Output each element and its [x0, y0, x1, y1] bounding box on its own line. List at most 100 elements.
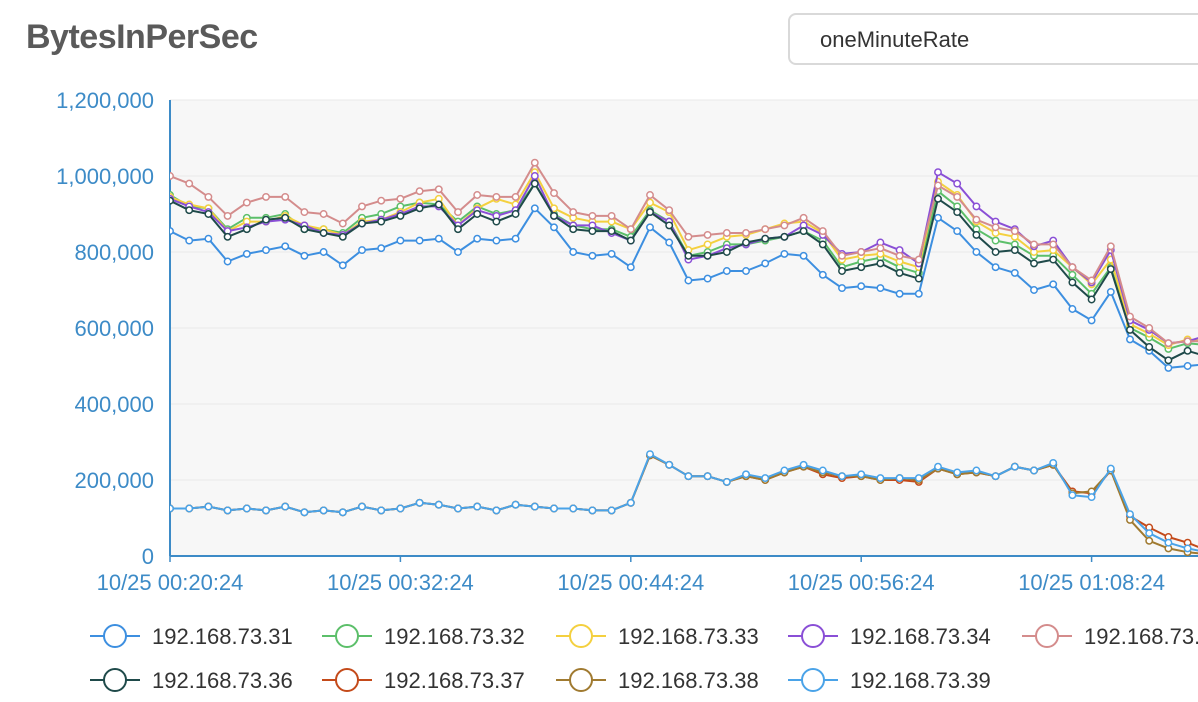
data-point: [761, 474, 770, 483]
data-point: [742, 267, 750, 275]
data-point: [550, 223, 558, 232]
data-point: [550, 189, 558, 198]
data-point: [1126, 335, 1134, 344]
data-point: [818, 240, 827, 249]
x-tick-label: 10/25 00:56:24: [788, 570, 935, 595]
data-point: [473, 502, 482, 511]
data-point: [1145, 529, 1154, 538]
x-tick-label: 10/25 01:08:24: [1018, 570, 1165, 595]
data-point: [857, 470, 866, 479]
data-point: [742, 470, 750, 479]
data-point: [1106, 265, 1115, 274]
legend-item[interactable]: 192.168.73.34: [788, 624, 991, 649]
data-point: [703, 472, 712, 481]
data-point: [473, 234, 482, 243]
data-point: [377, 506, 386, 515]
legend-item[interactable]: 192.168.73.32: [322, 624, 525, 649]
y-tick-label: 0: [142, 544, 154, 569]
data-point: [934, 194, 942, 203]
metric-select[interactable]: oneMinuteRate: [788, 13, 1198, 65]
data-point: [300, 508, 309, 517]
panel-title: BytesInPerSec: [26, 18, 258, 56]
series-192-168-73-36: [170, 179, 1198, 365]
legend-item[interactable]: 192.168.73.36: [90, 668, 293, 693]
data-point: [991, 236, 1000, 245]
data-point: [876, 474, 885, 483]
legend-item[interactable]: 192.168.73.31: [90, 624, 293, 649]
data-point: [684, 276, 693, 285]
data-point: [914, 274, 923, 283]
data-point: [895, 268, 904, 277]
data-point: [761, 234, 770, 243]
data-point: [761, 259, 770, 268]
data-point: [646, 223, 654, 232]
data-point: [780, 249, 789, 258]
data-point: [1183, 346, 1192, 355]
legend-label: 192.168.73.36: [152, 668, 293, 693]
data-point: [185, 179, 194, 188]
data-point: [358, 219, 366, 228]
data-point: [223, 257, 232, 266]
data-point: [223, 211, 232, 220]
x-tick-label: 10/25 00:20:24: [97, 570, 244, 595]
data-point: [434, 200, 443, 209]
legend-label: 192.168.73.33: [618, 624, 759, 649]
data-point: [377, 244, 386, 253]
legend-item[interactable]: 192.168.73.37: [322, 668, 525, 693]
data-point: [530, 158, 539, 167]
data-point: [569, 248, 578, 256]
data-point: [377, 196, 386, 205]
data-point: [838, 472, 846, 481]
data-point: [170, 172, 174, 180]
data-point: [1068, 491, 1077, 500]
data-point: [396, 211, 405, 220]
data-point: [761, 225, 770, 234]
data-point: [1010, 246, 1019, 255]
data-point: [722, 248, 731, 256]
data-point: [262, 506, 270, 515]
y-tick-label: 1,200,000: [56, 88, 154, 113]
data-point: [377, 217, 386, 226]
data-point: [799, 213, 808, 222]
data-point: [1030, 466, 1038, 475]
data-point: [703, 251, 712, 260]
legend-label: 192.168.73.38: [618, 668, 759, 693]
data-point: [914, 289, 923, 298]
data-point: [511, 210, 520, 218]
legend-item[interactable]: 192.168.73.39: [788, 668, 991, 693]
data-point: [492, 236, 501, 245]
data-point: [1126, 312, 1134, 321]
data-point: [338, 261, 347, 270]
data-point: [934, 213, 942, 222]
data-point: [530, 502, 539, 511]
data-point: [1049, 255, 1058, 264]
data-point: [530, 172, 539, 180]
x-tick-label: 10/25 00:32:24: [327, 570, 474, 595]
legend-item[interactable]: 192.168.73.35: [1022, 624, 1198, 649]
data-point: [170, 504, 174, 513]
data-point: [626, 236, 635, 245]
data-point: [1030, 240, 1038, 249]
data-point: [972, 466, 981, 475]
legend-item[interactable]: 192.168.73.38: [556, 668, 759, 693]
data-point: [876, 284, 885, 293]
data-point: [953, 192, 962, 201]
data-point: [415, 498, 424, 507]
legend-label: 192.168.73.35: [1084, 624, 1198, 649]
data-point: [799, 460, 808, 469]
data-point: [358, 202, 366, 211]
data-point: [588, 227, 597, 236]
legend-item[interactable]: 192.168.73.33: [556, 624, 759, 649]
data-point: [838, 267, 846, 275]
data-point: [780, 232, 789, 241]
data-point: [434, 500, 443, 509]
data-point: [511, 500, 520, 509]
data-point: [1145, 536, 1154, 545]
data-point: [991, 248, 1000, 256]
data-point: [991, 223, 1000, 232]
data-point: [1010, 462, 1019, 471]
data-point: [607, 227, 616, 236]
data-point: [953, 468, 962, 477]
data-point: [607, 249, 616, 258]
